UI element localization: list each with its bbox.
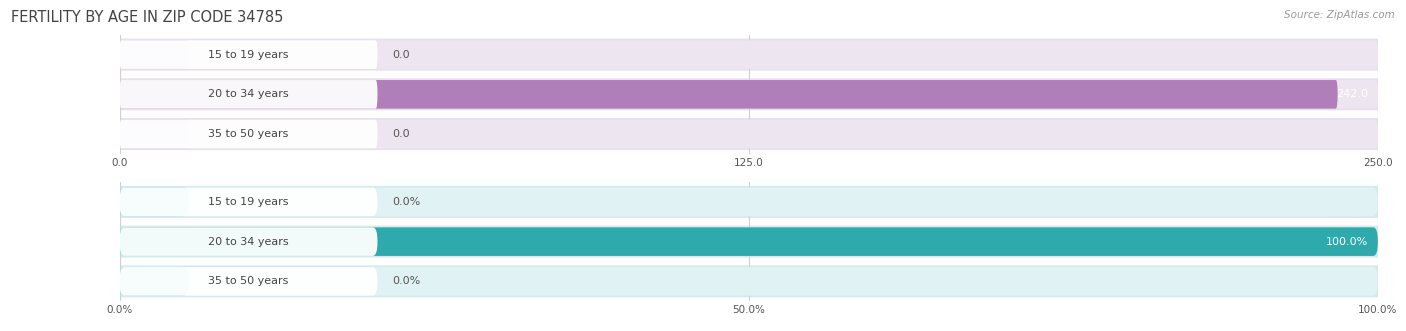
FancyBboxPatch shape [110, 265, 1388, 297]
FancyBboxPatch shape [120, 227, 1378, 256]
Text: 0.0: 0.0 [392, 129, 411, 139]
FancyBboxPatch shape [120, 188, 377, 216]
FancyBboxPatch shape [120, 80, 1378, 109]
FancyBboxPatch shape [110, 39, 1388, 71]
FancyBboxPatch shape [120, 80, 377, 109]
FancyBboxPatch shape [120, 120, 1378, 148]
FancyBboxPatch shape [120, 267, 188, 296]
FancyBboxPatch shape [120, 267, 377, 296]
FancyBboxPatch shape [120, 188, 1378, 216]
FancyBboxPatch shape [120, 267, 1378, 296]
Text: 0.0%: 0.0% [392, 276, 420, 286]
FancyBboxPatch shape [120, 80, 1337, 109]
Text: 100.0%: 100.0% [1326, 237, 1368, 247]
Text: 15 to 19 years: 15 to 19 years [208, 50, 288, 60]
Text: 35 to 50 years: 35 to 50 years [208, 129, 288, 139]
Text: 35 to 50 years: 35 to 50 years [208, 276, 288, 286]
FancyBboxPatch shape [120, 40, 188, 69]
FancyBboxPatch shape [110, 186, 1388, 218]
FancyBboxPatch shape [110, 118, 1388, 150]
FancyBboxPatch shape [120, 227, 377, 256]
Text: FERTILITY BY AGE IN ZIP CODE 34785: FERTILITY BY AGE IN ZIP CODE 34785 [11, 10, 284, 25]
FancyBboxPatch shape [120, 120, 377, 148]
Text: 0.0%: 0.0% [392, 197, 420, 207]
Text: 242.0: 242.0 [1336, 89, 1368, 99]
Text: Source: ZipAtlas.com: Source: ZipAtlas.com [1284, 10, 1395, 20]
FancyBboxPatch shape [110, 78, 1388, 110]
Text: 0.0: 0.0 [392, 50, 411, 60]
FancyBboxPatch shape [120, 227, 1378, 256]
FancyBboxPatch shape [120, 120, 188, 148]
Text: 15 to 19 years: 15 to 19 years [208, 197, 288, 207]
Text: 20 to 34 years: 20 to 34 years [208, 89, 288, 99]
FancyBboxPatch shape [120, 40, 377, 69]
FancyBboxPatch shape [110, 226, 1388, 258]
Text: 20 to 34 years: 20 to 34 years [208, 237, 288, 247]
FancyBboxPatch shape [120, 40, 1378, 69]
FancyBboxPatch shape [120, 188, 188, 216]
